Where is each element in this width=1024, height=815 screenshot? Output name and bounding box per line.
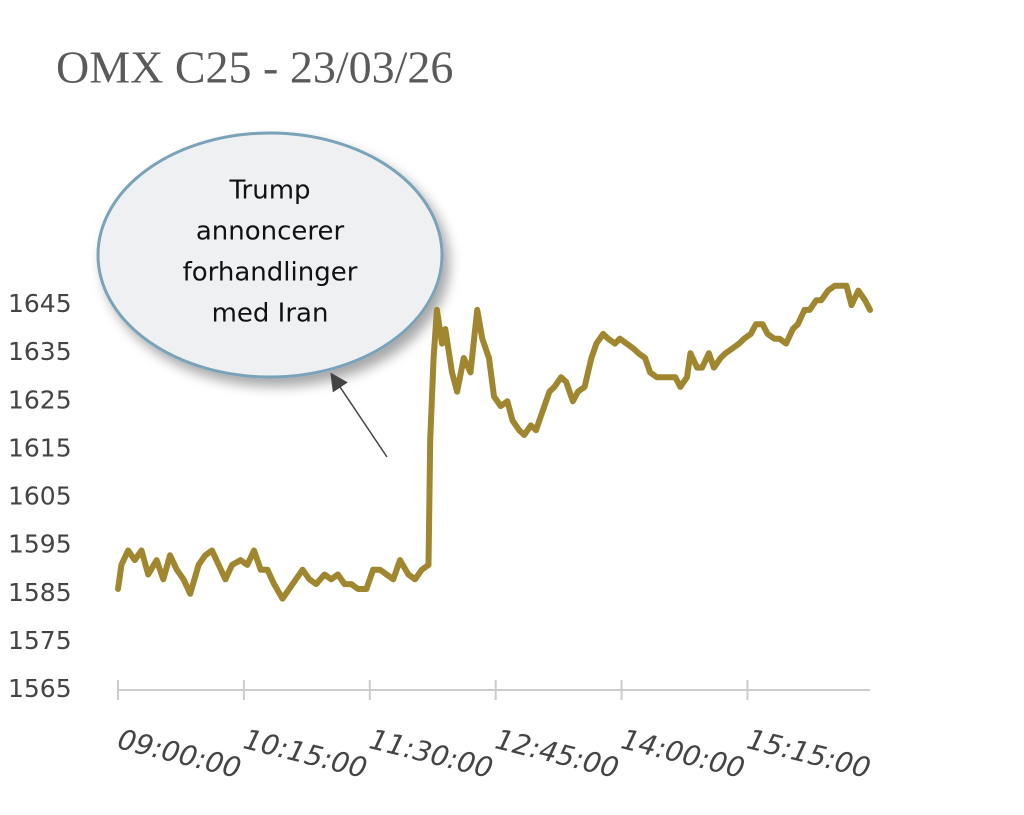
annotation: annoncerer [196, 217, 345, 247]
y-tick-label: 1645 [8, 289, 72, 318]
annotation: med Iran [212, 299, 329, 329]
x-tick-label: 15:15:00 [744, 723, 874, 785]
y-tick-label: 1635 [8, 337, 72, 366]
x-tick-label: 10:15:00 [240, 723, 370, 785]
annotation: forhandlinger [183, 258, 358, 288]
x-tick-label: 09:00:00 [114, 723, 244, 785]
y-tick-label: 1615 [8, 433, 72, 462]
y-tick-label: 1595 [8, 530, 72, 559]
x-tick-label: 14:00:00 [618, 723, 748, 785]
callout-arrow [330, 372, 388, 458]
x-tick-label: 12:45:00 [492, 723, 622, 785]
y-tick-label: 1605 [8, 482, 72, 511]
line-series [115, 282, 873, 602]
y-tick-label: 1625 [8, 385, 72, 414]
chart-title: OMX C25 - 23/03/26 [56, 42, 453, 93]
y-tick-label: 1565 [8, 674, 72, 703]
y-tick-label: 1575 [8, 626, 72, 655]
x-tick-label: 11:30:00 [366, 723, 496, 785]
callout [96, 131, 444, 379]
annotation: Trump [228, 176, 310, 206]
y-tick-label: 1585 [8, 578, 72, 607]
